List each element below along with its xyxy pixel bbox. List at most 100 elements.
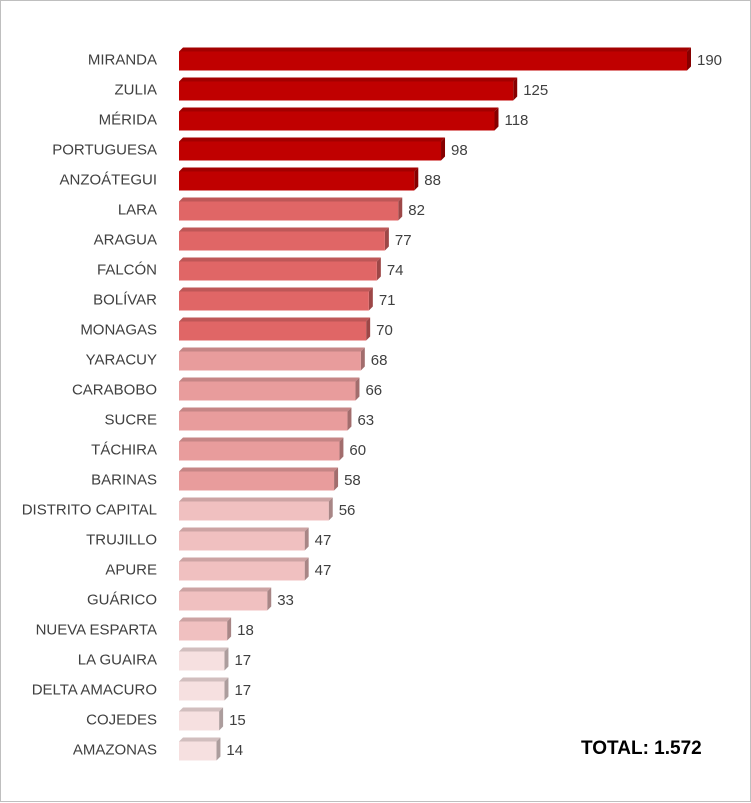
category-label: MÉRIDA: [99, 112, 157, 129]
bar-side-face: [376, 257, 381, 281]
bar: [179, 81, 514, 101]
bar: [179, 531, 305, 551]
bar: [179, 591, 268, 611]
bar-group: [179, 467, 339, 491]
bar: [179, 351, 361, 371]
bar-side-face: [334, 467, 339, 491]
bar-side-face: [328, 497, 333, 521]
value-label: 33: [277, 592, 294, 609]
value-label: 14: [226, 742, 243, 759]
value-label: 77: [395, 232, 412, 249]
bar: [179, 741, 217, 761]
bar-top-face: [179, 257, 381, 262]
value-label: 18: [237, 622, 254, 639]
bar: [179, 231, 385, 251]
category-label: CARABOBO: [72, 382, 157, 399]
bar-group: [179, 527, 309, 551]
value-label: 74: [387, 262, 404, 279]
bar: [179, 441, 340, 461]
bar-top-face: [179, 47, 691, 52]
bar-group: [179, 347, 365, 371]
bar-group: [179, 167, 419, 191]
value-label: 56: [339, 502, 356, 519]
bar-side-face: [224, 677, 229, 701]
bar: [179, 471, 335, 491]
bar-group: [179, 647, 229, 671]
bar-group: [179, 77, 518, 101]
bar-top-face: [179, 137, 446, 142]
value-label: 190: [697, 52, 722, 69]
bar-group: [179, 497, 333, 521]
category-label: LARA: [118, 202, 157, 219]
bar-top-face: [179, 407, 352, 412]
bar-top-face: [179, 437, 344, 442]
bar-side-face: [368, 287, 373, 311]
value-label: 68: [371, 352, 388, 369]
bar: [179, 111, 495, 131]
category-label: ARAGUA: [94, 232, 157, 249]
bar-group: [179, 677, 229, 701]
bar-side-face: [216, 737, 221, 761]
bar-group: [179, 287, 373, 311]
value-label: 63: [357, 412, 374, 429]
bar: [179, 561, 305, 581]
bar: [179, 291, 369, 311]
bar-top-face: [179, 347, 365, 352]
bar-top-face: [179, 557, 309, 562]
bar-top-face: [179, 377, 360, 382]
value-label: 66: [365, 382, 382, 399]
bar: [179, 621, 228, 641]
bar: [179, 681, 225, 701]
bar-side-face: [398, 197, 403, 221]
category-label: LA GUAIRA: [78, 652, 157, 669]
category-label: AMAZONAS: [73, 742, 157, 759]
value-label: 47: [315, 562, 332, 579]
bar-top-face: [179, 227, 389, 232]
bar-top-face: [179, 587, 272, 592]
bar-top-face: [179, 647, 229, 652]
bar-top-face: [179, 287, 373, 292]
category-label: TÁCHIRA: [91, 442, 157, 459]
bar-side-face: [339, 437, 344, 461]
bar-group: [179, 587, 272, 611]
value-label: 118: [504, 112, 528, 129]
category-label: PORTUGUESA: [52, 142, 157, 159]
bar-group: [179, 197, 403, 221]
value-label: 17: [234, 652, 251, 669]
bar-group: [179, 317, 371, 341]
bar-side-face: [414, 167, 419, 191]
bar: [179, 651, 225, 671]
bar-group: [179, 107, 499, 131]
bar-side-face: [347, 407, 352, 431]
bar-group: [179, 137, 446, 161]
total-annotation: TOTAL: 1.572: [581, 738, 702, 759]
category-label: ANZOÁTEGUI: [59, 172, 157, 189]
category-label: SUCRE: [104, 412, 157, 429]
category-label: DELTA AMACURO: [32, 682, 157, 699]
value-label: 71: [379, 292, 396, 309]
category-label: GUÁRICO: [87, 592, 157, 609]
bar: [179, 321, 367, 341]
bar-side-face: [494, 107, 499, 131]
bar: [179, 51, 687, 71]
category-label: MIRANDA: [88, 52, 157, 69]
bar-group: [179, 227, 389, 251]
category-label: BOLÍVAR: [93, 292, 157, 309]
category-label: NUEVA ESPARTA: [36, 622, 157, 639]
bar-group: [179, 737, 221, 761]
bar-group: [179, 617, 232, 641]
value-label: 58: [344, 472, 361, 489]
category-label: TRUJILLO: [86, 532, 157, 549]
category-label: YARACUY: [86, 352, 157, 369]
bar-side-face: [219, 707, 224, 731]
bar: [179, 501, 329, 521]
bar-side-face: [227, 617, 232, 641]
bar-top-face: [179, 77, 518, 82]
bar-side-face: [224, 647, 229, 671]
bar-side-face: [687, 47, 691, 71]
bar-top-face: [179, 677, 229, 682]
value-label: 98: [451, 142, 468, 159]
bar-group: [179, 257, 381, 281]
bar-side-face: [441, 137, 446, 161]
